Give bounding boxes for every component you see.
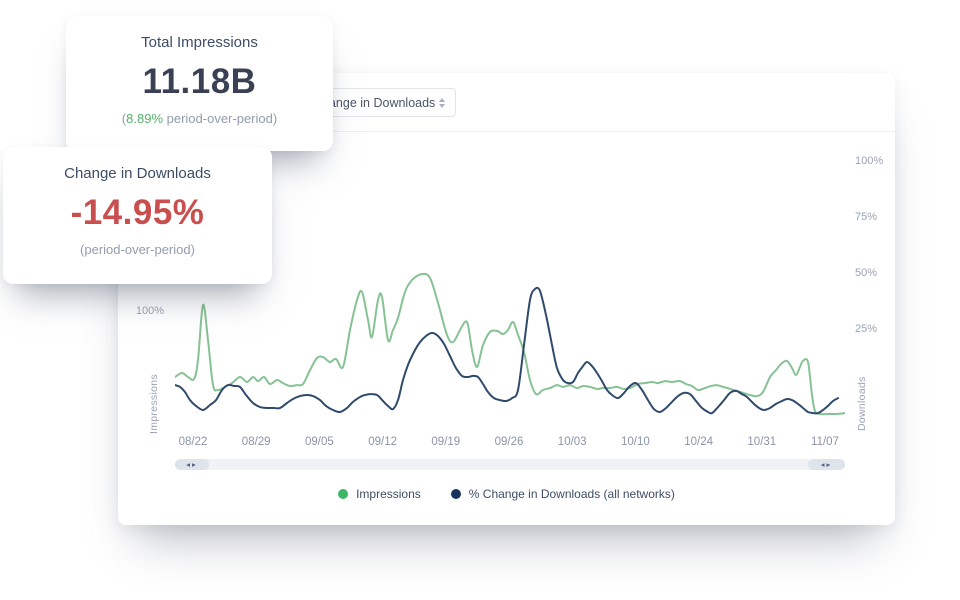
change-in-downloads-card: Change in Downloads -14.95% (period-over… [3, 147, 272, 284]
sub-rest: period-over-period) [163, 111, 278, 126]
y-axis-right-tick: 50% [855, 267, 878, 279]
x-axis-tick: 09/19 [431, 436, 461, 448]
legend-label: Impressions [356, 487, 421, 501]
chart-scrollbar[interactable]: ◂▸ ◂▸ [175, 459, 845, 470]
x-axis-tick: 09/05 [305, 436, 334, 448]
delta-percent: 8.89% [126, 111, 164, 126]
y-axis-right-tick: 75% [855, 211, 878, 223]
card-title: Change in Downloads [64, 165, 211, 182]
y-axis-right-tick: 100% [855, 155, 884, 167]
period-over-period-note: (period-over-period) [80, 242, 195, 257]
scrollbar-right-grip[interactable]: ◂▸ [808, 459, 845, 470]
line-chart-plot [175, 272, 845, 416]
x-axis-tick: 09/12 [368, 436, 397, 448]
legend-dot-icon [450, 489, 461, 499]
metric-select-value: Change in Downloads [313, 95, 436, 110]
x-axis-labels: 08/22 08/29 09/05 09/12 09/19 09/26 10/03 10/10… [175, 436, 845, 450]
period-over-period-note: (8.89% period-over-period) [66, 111, 333, 126]
total-impressions-card: Total Impressions 11.18B (8.89% period-o… [66, 16, 333, 151]
x-axis-tick: 10/10 [621, 436, 650, 448]
x-axis-tick: 09/26 [494, 436, 524, 448]
legend-item[interactable]: % Change in Downloads (all networks) [450, 487, 675, 501]
sub-prefix: ( [121, 111, 127, 126]
total-impressions-value: 11.18B [142, 62, 257, 101]
legend-label: % Change in Downloads (all networks) [468, 487, 675, 501]
x-axis-tick: 10/03 [557, 436, 587, 448]
legend-dot-icon [338, 489, 349, 499]
select-caret-icon [439, 97, 445, 108]
y-axis-left-title: Impressions [148, 374, 160, 434]
y-axis-right-title: Downloads [856, 376, 868, 432]
card-title: Total Impressions [141, 34, 258, 51]
chart-card: Change in Downloads 100% Impressions 100… [118, 73, 895, 525]
downloads-change-line[interactable] [175, 286, 839, 415]
x-axis-tick: 10/24 [684, 436, 713, 448]
y-axis-left-tick: 100% [135, 305, 164, 317]
x-axis-tick: 10/31 [747, 436, 777, 448]
downloads-change-value: -14.95% [70, 193, 205, 232]
y-axis-right-tick: 25% [855, 323, 878, 335]
legend-item[interactable]: Impressions [338, 487, 421, 501]
x-axis-tick: 11/07 [811, 436, 839, 448]
x-axis-tick: 08/29 [241, 436, 271, 448]
impressions-line[interactable] [175, 272, 845, 416]
x-axis-tick: 08/22 [178, 436, 208, 448]
chart-legend: Impressions % Change in Downloads (all ne… [118, 487, 895, 501]
scrollbar-left-grip[interactable]: ◂▸ [175, 459, 209, 470]
